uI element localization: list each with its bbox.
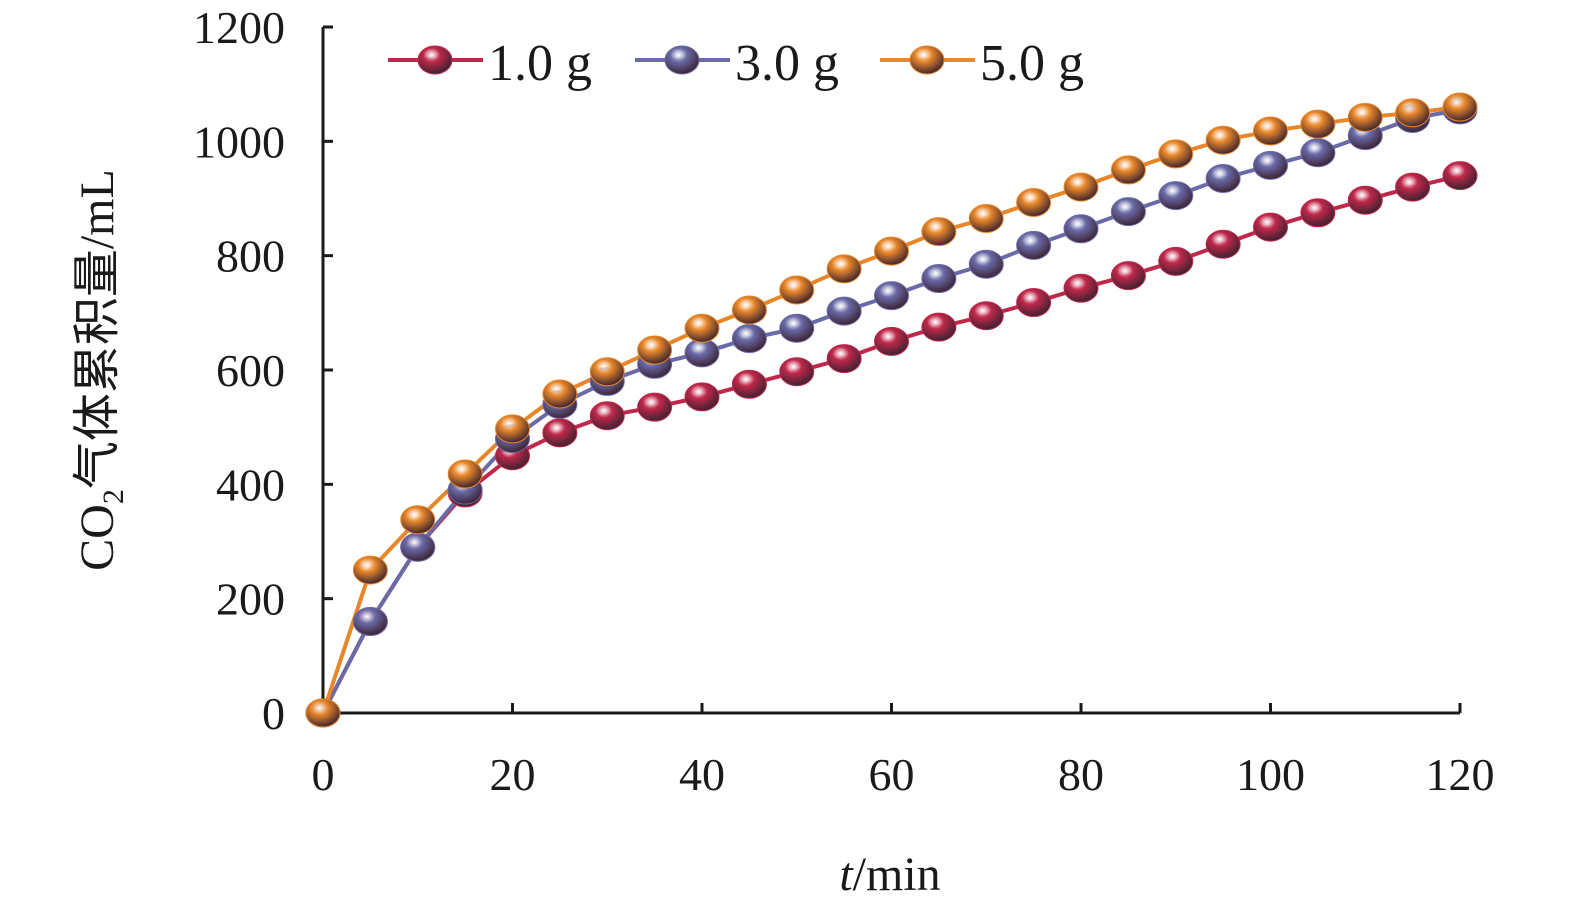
- data-point: [874, 326, 909, 356]
- x-tick-label: 120: [1426, 749, 1495, 800]
- data-point: [731, 295, 767, 325]
- y-axis-label-subscript: 2: [97, 489, 130, 504]
- data-point: [1347, 185, 1383, 215]
- data-point: [1205, 229, 1241, 259]
- y-tick-label: 600: [216, 345, 285, 396]
- data-point: [968, 204, 1004, 234]
- data-point: [1395, 98, 1431, 128]
- legend-marker: [909, 45, 945, 75]
- data-point: [1300, 198, 1336, 228]
- data-point: [874, 236, 909, 266]
- data-point: [542, 418, 578, 448]
- data-point: [400, 532, 436, 562]
- data-point: [921, 312, 957, 342]
- data-point: [1016, 230, 1052, 260]
- data-point: [1253, 212, 1288, 242]
- data-point: [1016, 188, 1052, 218]
- series-line: [321, 107, 1461, 714]
- y-tick-label: 200: [216, 574, 285, 625]
- data-point: [684, 338, 720, 368]
- y-axis-label-formula: CO: [71, 504, 124, 571]
- y-axis-label-text: 气体累积量/mL: [71, 169, 124, 489]
- data-point: [731, 369, 767, 399]
- data-point: [1395, 172, 1431, 202]
- data-point: [447, 459, 483, 489]
- data-point: [921, 217, 957, 247]
- data-point: [1016, 288, 1052, 318]
- data-point: [968, 301, 1004, 331]
- data-point: [637, 335, 673, 365]
- data-point: [779, 357, 815, 387]
- data-point: [874, 281, 909, 311]
- data-point: [495, 414, 530, 444]
- data-point: [1063, 172, 1099, 202]
- data-point: [1205, 163, 1241, 193]
- data-point: [1063, 214, 1099, 244]
- x-tick-label: 40: [679, 749, 725, 800]
- data-point: [352, 555, 388, 585]
- legend-item: 3.0 g: [635, 35, 839, 92]
- series-line: [321, 105, 1461, 714]
- data-point: [1063, 273, 1099, 303]
- legend-label: 1.0 g: [488, 35, 592, 92]
- x-tick-label: 80: [1058, 749, 1104, 800]
- series-markers: [305, 92, 1478, 728]
- data-point: [1442, 161, 1478, 191]
- data-point: [1110, 155, 1146, 185]
- legend-label: 3.0 g: [735, 35, 839, 92]
- legend: 1.0 g 3.0 g 5.0 g: [388, 35, 1084, 92]
- y-tick-label: 800: [216, 231, 285, 282]
- data-point: [589, 357, 625, 387]
- data-point: [1253, 150, 1288, 180]
- y-tick-label: 0: [262, 688, 285, 739]
- data-point: [305, 698, 341, 728]
- data-point: [1442, 92, 1478, 122]
- x-tick-label: 100: [1236, 749, 1305, 800]
- y-axis-label: CO2气体累积量/mL: [71, 169, 130, 571]
- legend-marker: [417, 45, 453, 75]
- data-point: [352, 607, 388, 637]
- legend-label: 5.0 g: [980, 35, 1084, 92]
- data-point: [1158, 246, 1194, 276]
- data-point: [1158, 139, 1194, 169]
- data-point: [684, 382, 720, 412]
- data-point: [826, 254, 862, 284]
- legend-item: 1.0 g: [388, 35, 592, 92]
- data-point: [921, 264, 957, 294]
- data-point: [826, 296, 862, 326]
- data-point: [1253, 116, 1288, 146]
- x-tick-label: 0: [312, 749, 335, 800]
- data-point: [1158, 181, 1194, 211]
- data-point: [779, 313, 815, 343]
- data-point: [589, 401, 625, 431]
- x-axis-label-variable: t: [839, 848, 854, 901]
- data-point: [1300, 109, 1336, 139]
- data-point: [542, 379, 578, 409]
- data-point: [1205, 125, 1241, 155]
- data-point: [684, 313, 720, 343]
- x-tick-label: 60: [869, 749, 915, 800]
- y-tick-label: 400: [216, 459, 285, 510]
- data-point: [779, 275, 815, 305]
- data-point: [400, 505, 436, 535]
- legend-marker: [664, 45, 700, 75]
- x-axis-label: t/min: [839, 848, 940, 901]
- y-tick-label: 1200: [193, 2, 285, 53]
- data-point: [1347, 102, 1383, 132]
- data-point: [1300, 138, 1336, 168]
- chart-axes: 0 200 400 600 800 1000 1200 0 20 40 60 80 100 120: [193, 2, 1495, 800]
- legend-item: 5.0 g: [880, 35, 1084, 92]
- y-tick-label: 1000: [193, 116, 285, 167]
- x-tick-label: 20: [490, 749, 536, 800]
- data-point: [637, 392, 673, 422]
- data-point: [968, 249, 1004, 279]
- data-point: [1110, 197, 1146, 227]
- data-point: [1110, 261, 1146, 291]
- data-point: [826, 344, 862, 374]
- x-axis-label-unit: /min: [853, 848, 941, 901]
- series-lines: [321, 105, 1461, 714]
- data-point: [731, 324, 767, 354]
